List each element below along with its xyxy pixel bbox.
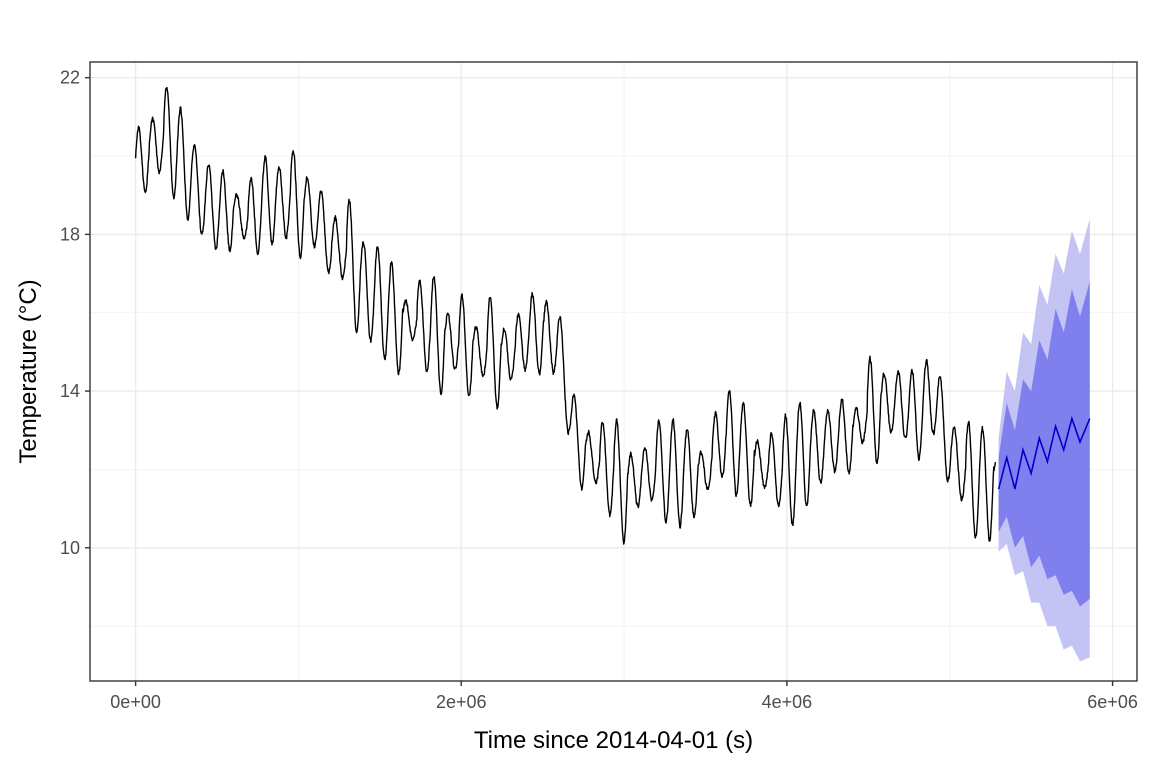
observed-series-line [134, 86, 997, 545]
axes: 10 14 18 22 0e+00 2e+06 4e+06 6e+06 Time since 2… [15, 61, 1138, 754]
y-tick-label: 14 [60, 381, 80, 401]
y-tick-label: 10 [60, 538, 80, 558]
x-tick-label: 0e+00 [110, 692, 161, 712]
x-axis-title: Time since 2014-04-01 (s) [474, 727, 753, 754]
y-axis-title: Temperature (°C) [15, 279, 42, 463]
x-tick-label: 4e+06 [762, 692, 813, 712]
y-tick-label: 22 [60, 68, 80, 88]
forecast-mean-line [997, 415, 1091, 490]
x-tick-label: 6e+06 [1087, 692, 1138, 712]
y-tick-label: 18 [60, 224, 80, 244]
x-tick-label: 2e+06 [436, 692, 487, 712]
plot-area [90, 62, 1137, 681]
forecast-80-interval-band [998, 281, 1090, 607]
panel-border [89, 61, 1138, 682]
